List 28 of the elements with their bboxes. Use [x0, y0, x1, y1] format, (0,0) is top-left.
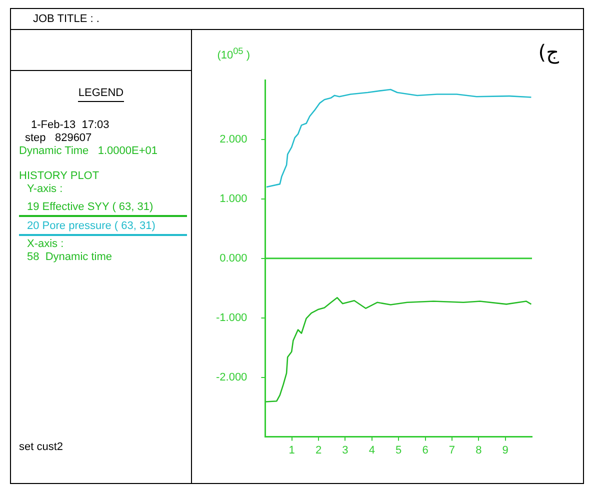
text: 58 Dynamic time — [26, 251, 113, 264]
x-tick-label: 2 — [315, 444, 322, 456]
text: 1-Feb-13 17:03 — [30, 119, 110, 132]
y-tick-label: 1.000 — [220, 192, 248, 205]
text: 19 Effective SYY ( 63, 31) — [19, 198, 187, 217]
x-tick-label: 1 — [288, 444, 295, 456]
x-tick-label: 5 — [396, 444, 402, 456]
text: Y-axis : — [26, 183, 64, 196]
text: Dynamic Time 1.0000E+01 — [19, 145, 158, 158]
text: set cust2 — [19, 441, 64, 453]
text: JOB TITLE : . — [11, 9, 583, 30]
text: HISTORY PLOT — [19, 170, 100, 183]
x-tick-label: 7 — [448, 444, 456, 456]
text: 20 Pore pressure ( 63, 31) — [19, 217, 187, 236]
text: X-axis : — [26, 238, 65, 251]
text: step 829607 — [24, 132, 93, 145]
x-tick-label: 3 — [342, 444, 348, 456]
x-tick-label: 6 — [422, 444, 428, 456]
text: ج) — [538, 40, 559, 64]
x-tick-label: 8 — [476, 444, 482, 456]
x-tick-label: 4 — [368, 444, 375, 456]
x-tick-label: 9 — [502, 444, 508, 456]
y-tick-label: -2.000 — [216, 371, 248, 384]
y-tick-label: 0.000 — [220, 252, 248, 264]
y-tick-label: 2.000 — [220, 134, 248, 146]
text: LEGEND — [78, 87, 124, 102]
y-tick-label: -1.000 — [216, 312, 248, 324]
y-axis-title: (10$^{05}$ ) — [217, 46, 250, 62]
